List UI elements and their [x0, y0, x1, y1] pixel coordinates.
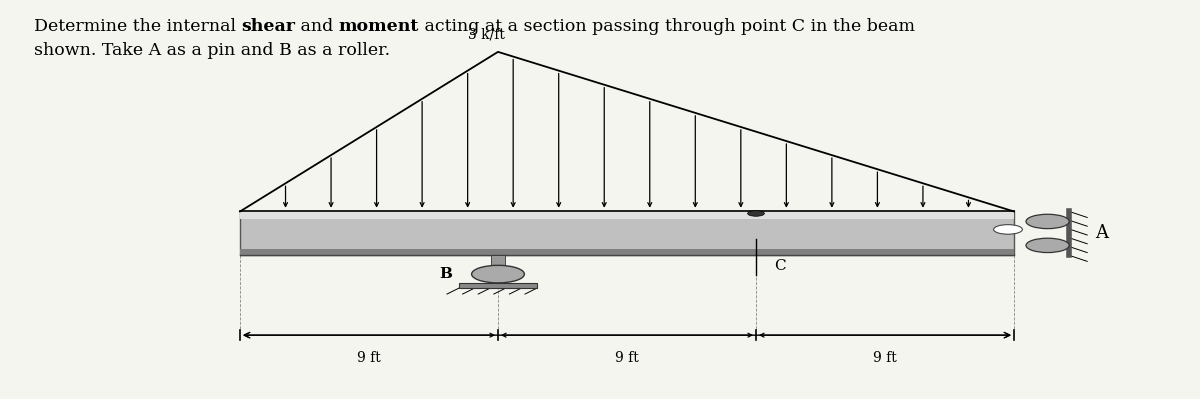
- Bar: [240, 211, 1014, 219]
- Text: shown. Take A as a pin and B as a roller.: shown. Take A as a pin and B as a roller…: [34, 42, 390, 59]
- Text: acting at a section passing through point C in the beam: acting at a section passing through poin…: [419, 18, 916, 35]
- Text: A: A: [1096, 224, 1109, 243]
- Text: shear: shear: [241, 18, 295, 35]
- Text: 9 ft: 9 ft: [616, 351, 638, 365]
- Circle shape: [1026, 238, 1069, 253]
- Text: Determine the internal: Determine the internal: [34, 18, 241, 35]
- Text: 9 ft: 9 ft: [358, 351, 380, 365]
- Bar: [460, 283, 538, 288]
- Text: and: and: [295, 18, 338, 35]
- Circle shape: [994, 225, 1022, 234]
- Circle shape: [748, 211, 764, 216]
- Text: moment: moment: [338, 18, 419, 35]
- Bar: [240, 211, 1014, 255]
- Text: C: C: [774, 259, 786, 273]
- Bar: [240, 249, 1014, 255]
- Text: 3 k/ft: 3 k/ft: [468, 28, 504, 42]
- Circle shape: [1026, 214, 1069, 229]
- Text: 9 ft: 9 ft: [874, 351, 896, 365]
- Text: B: B: [439, 267, 452, 281]
- Bar: [491, 255, 505, 265]
- Circle shape: [472, 265, 524, 283]
